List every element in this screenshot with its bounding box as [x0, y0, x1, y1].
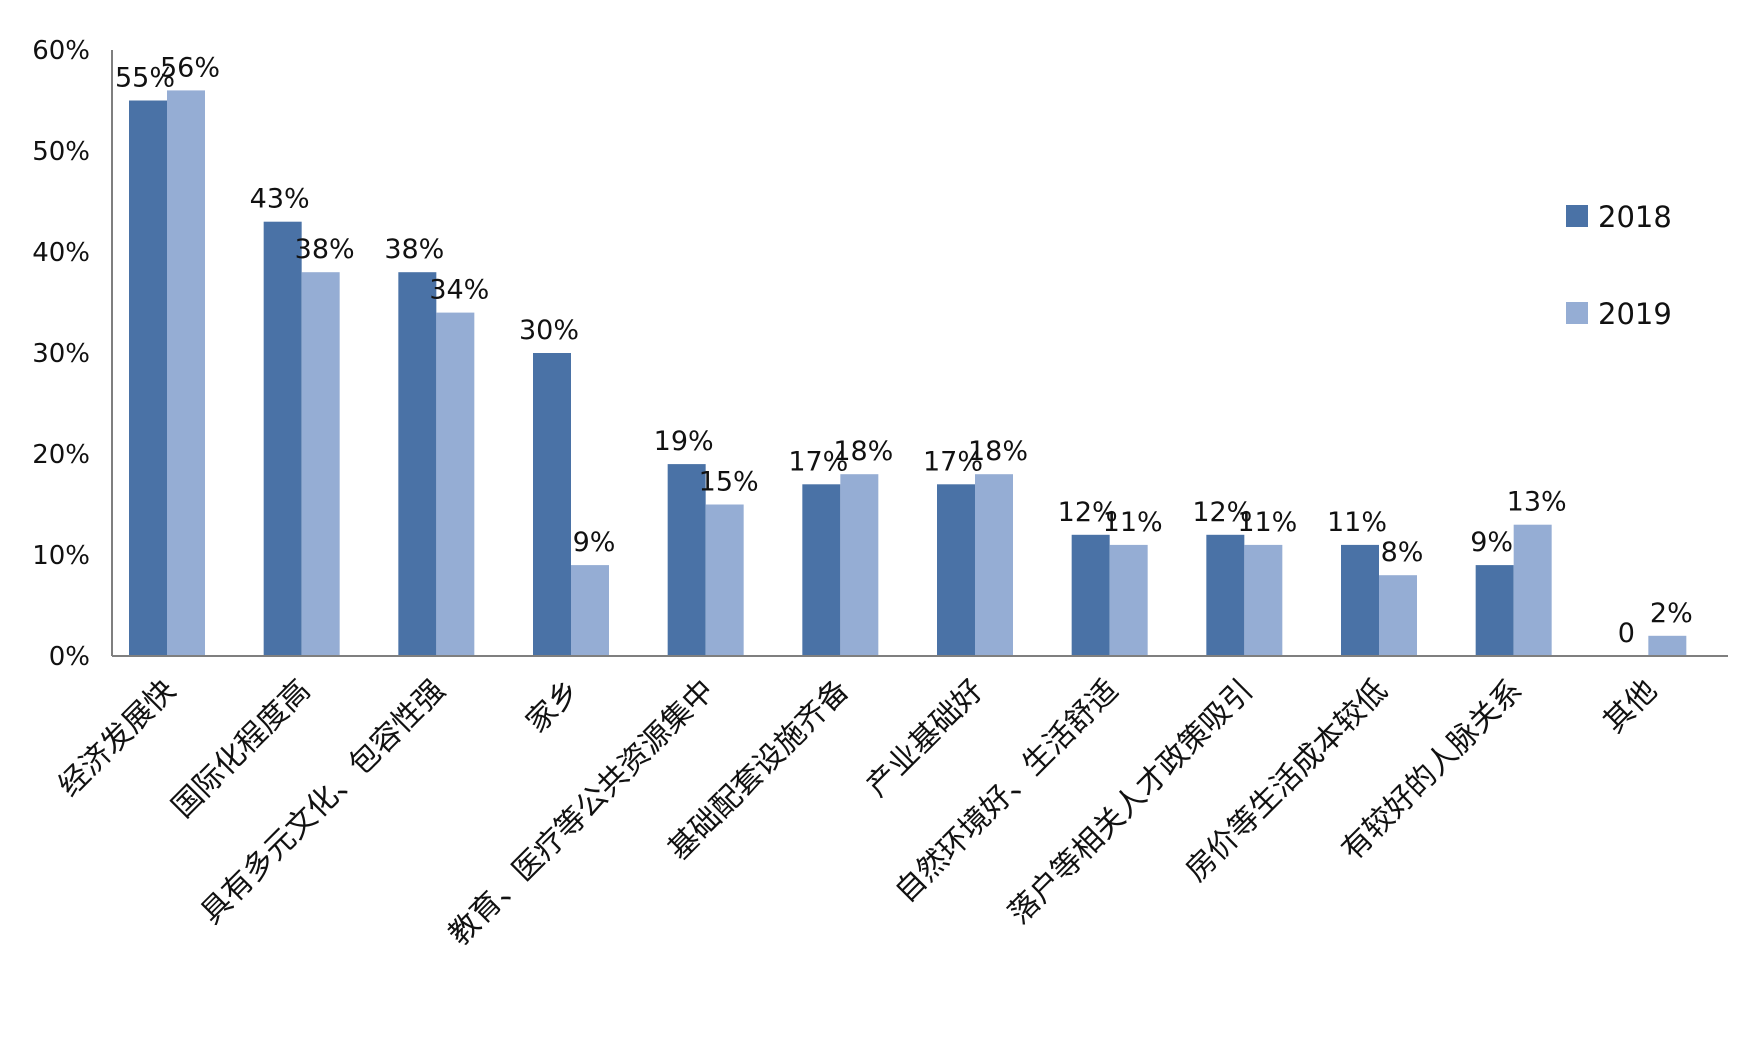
bar-2018-1: [129, 100, 167, 656]
legend-swatch-2019: [1566, 302, 1588, 324]
bar-2018-7: [937, 484, 975, 656]
bar-2019-4: [571, 565, 609, 656]
data-label-2019-5: 15%: [699, 467, 759, 498]
x-tick-label: 具有多元文化、包容性强: [194, 673, 452, 931]
y-tick-label: 50%: [32, 137, 90, 167]
bar-2018-6: [802, 484, 841, 656]
bar-2018-8: [1071, 534, 1110, 656]
data-label-2018-10: 11%: [1327, 507, 1387, 538]
data-label-2018-8: 12%: [1058, 497, 1118, 528]
bar-2019-9: [1244, 544, 1283, 656]
data-label-2018-9: 12%: [1192, 497, 1252, 528]
data-label-2019-12: 2%: [1650, 598, 1693, 629]
data-label-2018-3: 38%: [384, 234, 444, 265]
y-tick-label: 0%: [49, 642, 90, 672]
data-label-2018-11: 9%: [1470, 527, 1513, 558]
legend-label-2019: 2019: [1598, 297, 1672, 331]
bars-layer: [129, 90, 1687, 656]
data-label-2018-5: 19%: [654, 426, 714, 457]
y-tick-label: 60%: [32, 36, 90, 66]
bar-2018-11: [1475, 565, 1514, 656]
bar-2019-10: [1379, 575, 1417, 656]
data-label-2019-6: 18%: [833, 436, 893, 467]
bar-2019-6: [840, 474, 879, 656]
y-tick-label: 40%: [32, 238, 90, 268]
bar-2018-4: [533, 353, 571, 656]
bar-2019-12: [1648, 635, 1687, 656]
data-label-2018-2: 43%: [250, 184, 310, 215]
bar-2018-9: [1206, 534, 1245, 656]
data-label-2018-1: 55%: [115, 63, 175, 94]
data-label-2018-6: 17%: [788, 446, 848, 477]
data-label-2018-12: 0: [1618, 618, 1635, 649]
data-label-2019-8: 11%: [1103, 507, 1163, 538]
x-tick-label: 落户等相关人才政策吸引: [1002, 673, 1260, 931]
bar-2019-8: [1109, 544, 1148, 656]
x-tick-label: 产业基础好: [860, 673, 991, 804]
bar-2019-11: [1513, 524, 1552, 656]
y-tick-label: 20%: [32, 440, 90, 470]
bar-2019-3: [436, 312, 475, 656]
y-tick-label: 10%: [32, 541, 90, 571]
x-tick-label: 经济发展快: [52, 673, 183, 804]
bar-2018-5: [667, 464, 706, 656]
data-label-2019-11: 13%: [1507, 487, 1567, 518]
data-label-2019-2: 38%: [295, 234, 355, 265]
legend-swatch-2018: [1566, 205, 1588, 227]
y-tick-label: 30%: [32, 339, 90, 369]
bar-2019-2: [301, 272, 340, 656]
bar-2019-7: [975, 474, 1013, 656]
data-label-2019-4: 9%: [573, 527, 616, 558]
bar-2018-10: [1341, 544, 1379, 656]
bar-2019-5: [705, 504, 744, 656]
data-label-2019-10: 8%: [1381, 537, 1424, 568]
x-tick-label: 自然环境好、生活舒适: [888, 673, 1125, 910]
x-tick-label: 国际化程度高: [165, 673, 317, 825]
data-label-2019-9: 11%: [1237, 507, 1297, 538]
data-label-2019-1: 56%: [160, 52, 220, 83]
data-labels-layer: 55%56%43%38% 38%34%30%9%19%15%17%18% 17%18…: [115, 52, 1693, 649]
y-axis-tick-labels: 0% 10% 20% 30% 40% 50% 60%: [32, 36, 90, 672]
bar-2019-1: [167, 90, 205, 656]
data-label-2019-7: 18%: [968, 436, 1028, 467]
x-tick-label: 教育、医疗等公共资源集中: [442, 673, 721, 952]
legend-label-2018: 2018: [1598, 200, 1672, 234]
data-label-2018-7: 17%: [923, 446, 983, 477]
x-tick-label: 家乡: [519, 673, 586, 740]
bar-2018-3: [398, 272, 437, 656]
data-label-2019-3: 34%: [429, 275, 489, 306]
data-label-2018-4: 30%: [519, 315, 579, 346]
x-tick-label: 其他: [1597, 673, 1664, 740]
legend: 2018 2019: [1566, 200, 1672, 331]
bar-2018-2: [263, 221, 302, 656]
